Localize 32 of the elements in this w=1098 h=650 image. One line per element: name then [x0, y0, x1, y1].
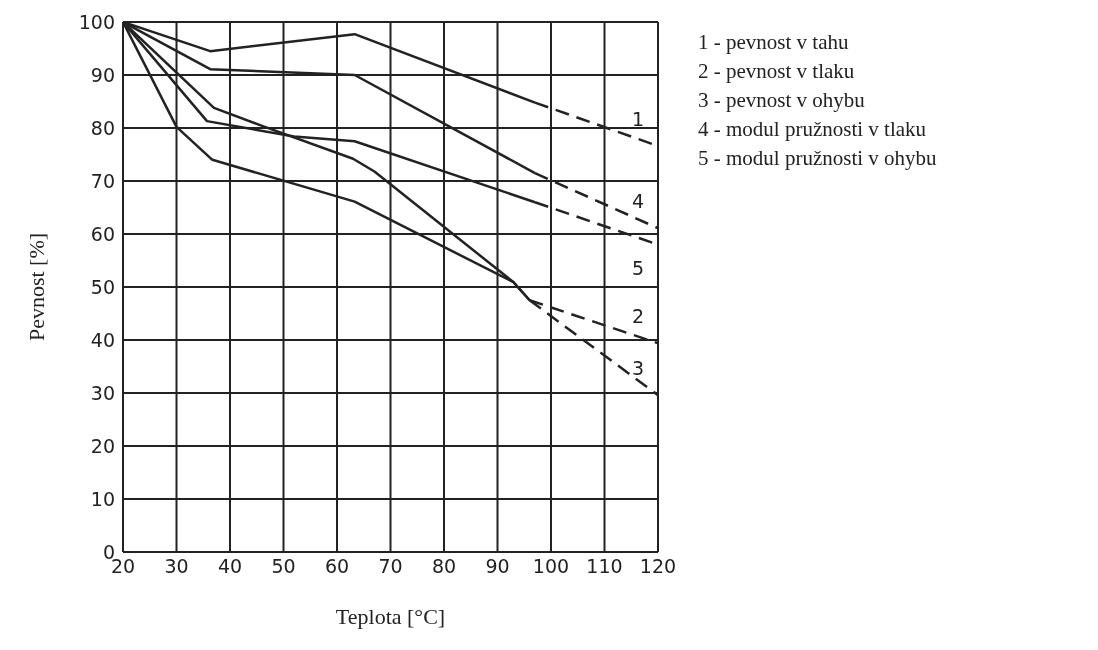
text: 2 - pevnost v tlaku	[698, 58, 856, 85]
x-axis-title: Teplota [°C]	[335, 604, 446, 629]
y-tick-label: 20	[90, 434, 115, 457]
y-tick-label: 40	[90, 328, 115, 351]
y-tick-label: 90	[90, 63, 115, 86]
y-tick-label: 10	[90, 487, 115, 510]
y-tick-label: 50	[90, 275, 115, 298]
x-tick-label: 30	[164, 555, 189, 578]
y-axis-title: Pevnost [%]	[23, 232, 49, 342]
series-label: 2	[631, 305, 645, 328]
x-tick-label: 100	[532, 555, 570, 578]
x-tick-label: 90	[485, 555, 510, 578]
x-tick-label: 50	[271, 555, 296, 578]
series-label: 3	[631, 357, 645, 380]
y-tick-label: 30	[90, 381, 115, 404]
x-tick-label: 120	[639, 555, 677, 578]
x-tick-label: 40	[217, 555, 243, 578]
text: 3 - pevnost v ohybu	[698, 87, 866, 114]
x-tick-label: 110	[586, 555, 623, 578]
series-label: 4	[631, 190, 645, 213]
text: 5 - modul pružnosti v ohybu	[698, 145, 937, 172]
x-tick-label: 60	[324, 555, 350, 578]
x-tick-label: 80	[431, 555, 457, 578]
text: 1 - pevnost v tahu	[698, 29, 850, 56]
text: 4 - modul pružnosti v tlaku	[698, 116, 928, 143]
x-tick-label: 70	[378, 555, 403, 578]
y-tick-label: 80	[90, 116, 115, 139]
y-tick-label: 70	[90, 169, 115, 192]
series-label: 5	[631, 256, 645, 279]
y-tick-label: 100	[78, 10, 115, 33]
series-label: 1	[631, 108, 645, 131]
y-tick-label: 60	[90, 222, 115, 245]
